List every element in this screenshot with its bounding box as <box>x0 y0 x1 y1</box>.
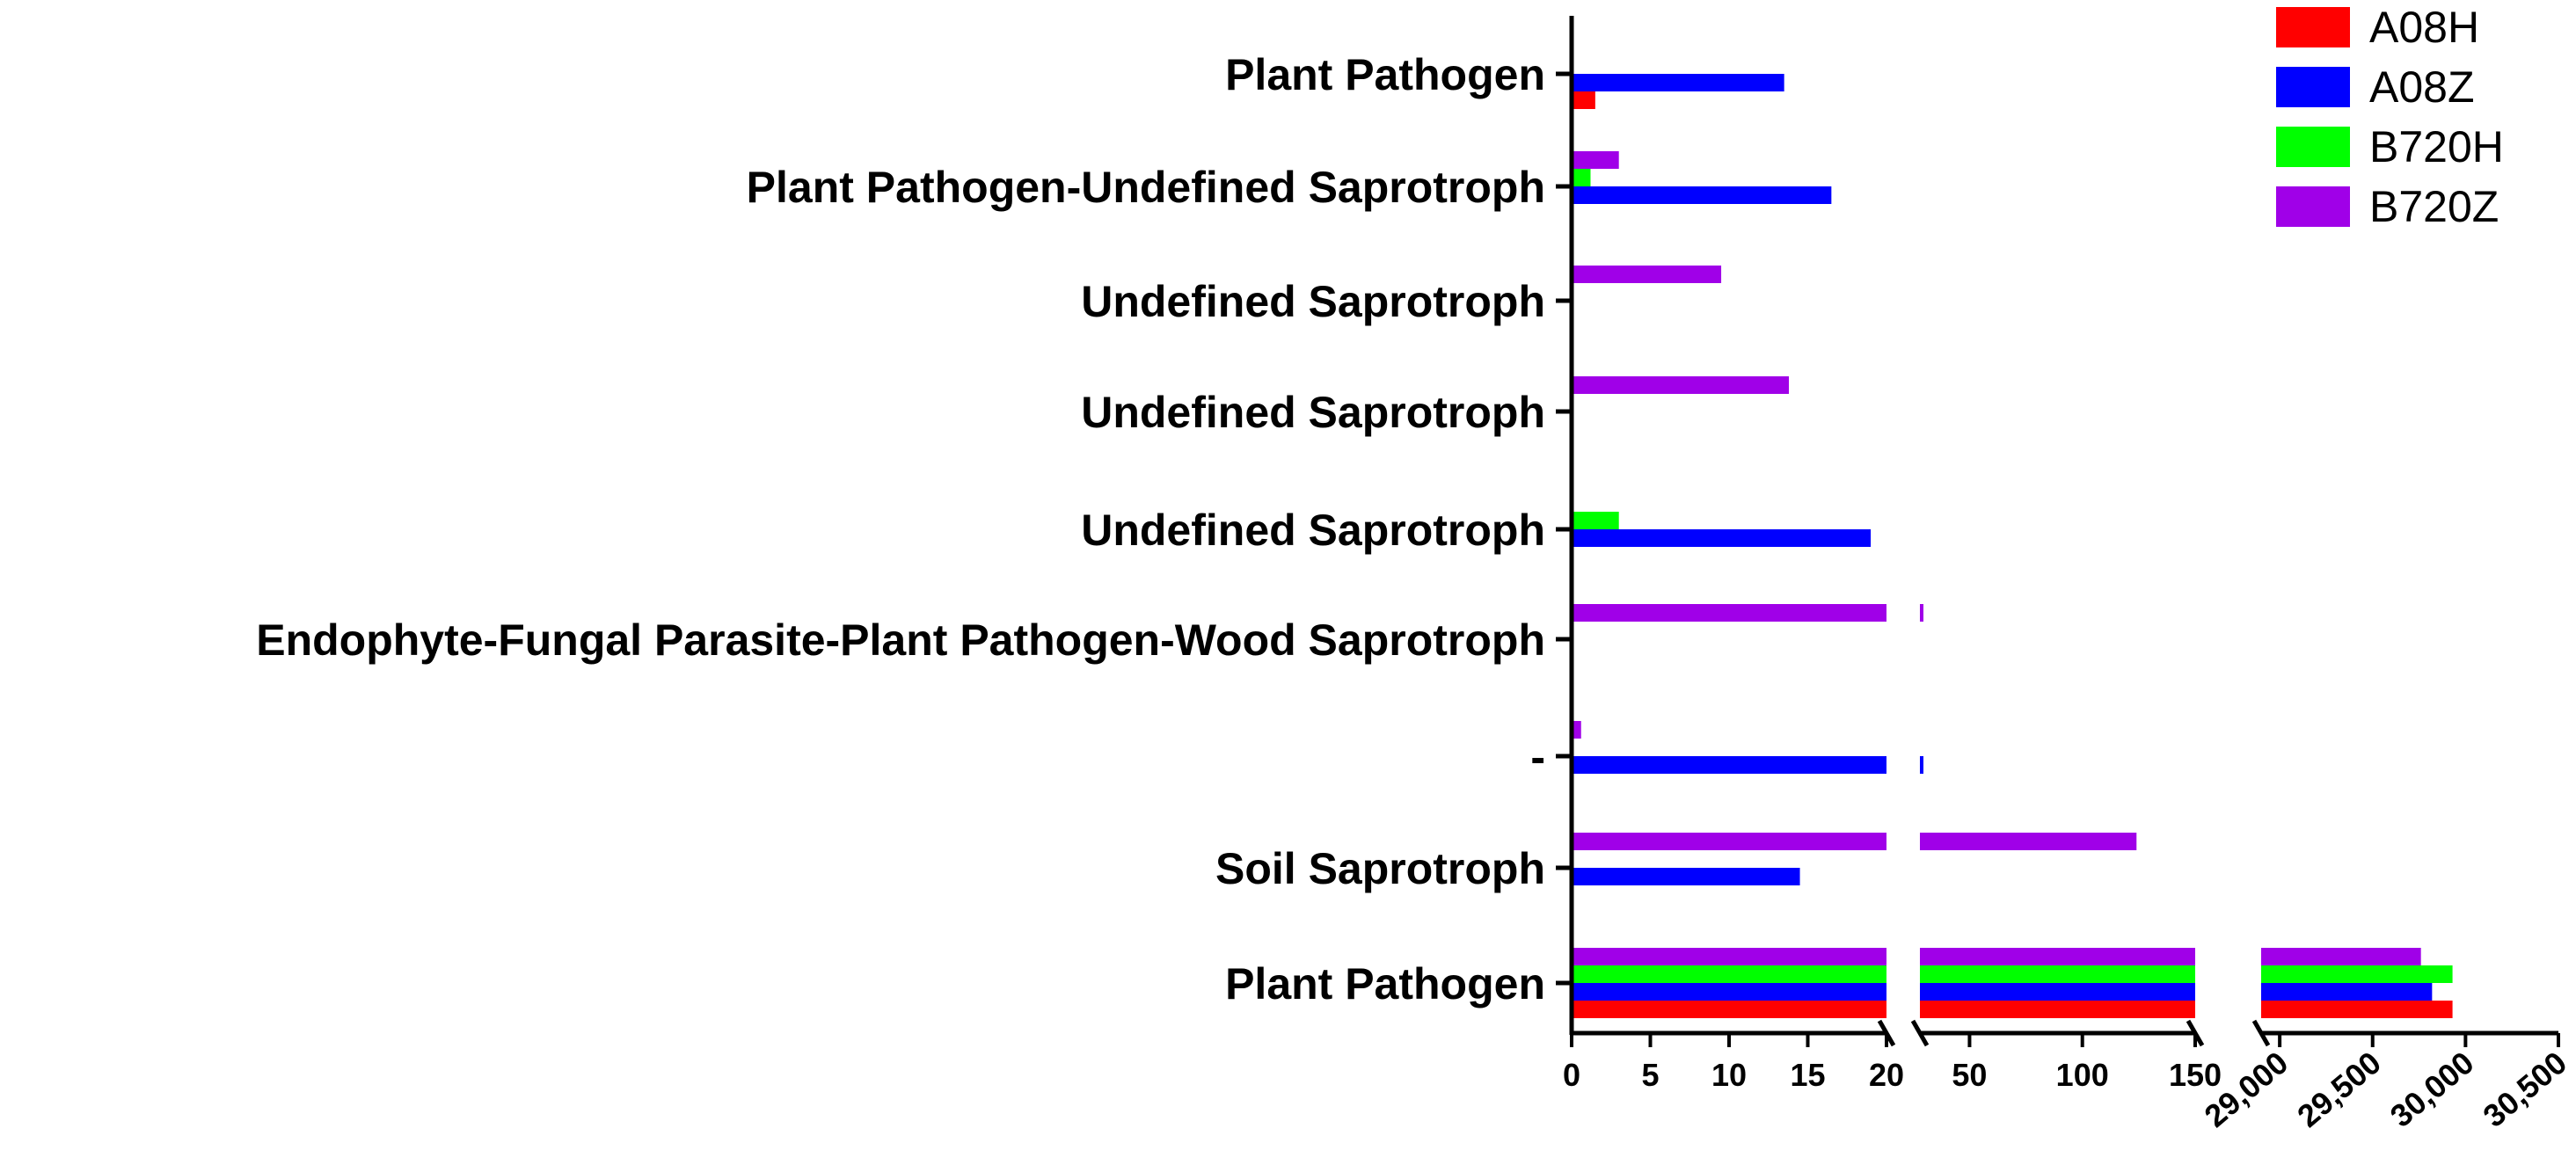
bar-a08z-0-part2 <box>2261 983 2433 1001</box>
category-label-0: Plant Pathogen <box>1225 959 1545 1008</box>
legend-swatch-a08z <box>2276 67 2350 107</box>
category-label-8: Plant Pathogen <box>1225 50 1545 99</box>
bar-a08h-0-part0 <box>1572 1001 1886 1018</box>
legend-swatch-b720z <box>2276 186 2350 227</box>
x-tick-label-1-2: 150 <box>2169 1057 2222 1093</box>
bar-a08z-4 <box>1572 529 1872 547</box>
x-tick-label-0-1: 5 <box>1641 1057 1659 1093</box>
bar-a08z-8 <box>1572 74 1784 91</box>
legend-label-b720h: B720H <box>2369 122 2504 171</box>
bar-a08z-2-part1 <box>1920 756 1923 774</box>
bar-b720z-1-part1 <box>1920 833 2137 850</box>
bar-b720z-3-part0 <box>1572 604 1886 622</box>
bar-b720z-0-part1 <box>1920 948 2195 965</box>
bar-a08h-0-part1 <box>1920 1001 2195 1018</box>
bar-a08z-2-part0 <box>1572 756 1886 774</box>
legend-swatch-b720h <box>2276 127 2350 167</box>
bar-b720h-4 <box>1572 512 1619 529</box>
axes-layer <box>1556 16 2560 1047</box>
bar-a08h-8 <box>1572 91 1595 109</box>
category-label-1: Soil Saprotroph <box>1215 844 1545 893</box>
category-label-7: Plant Pathogen-Undefined Saprotroph <box>747 163 1545 212</box>
x-tick-label-2-3: 30,500 <box>2476 1045 2573 1134</box>
bar-b720z-5 <box>1572 376 1790 394</box>
legend-label-a08z: A08Z <box>2369 62 2475 112</box>
category-label-6: Undefined Saprotroph <box>1081 277 1545 326</box>
category-label-5: Undefined Saprotroph <box>1081 388 1545 437</box>
category-label-4: Undefined Saprotroph <box>1081 506 1545 555</box>
x-tick-label-1-0: 50 <box>1952 1057 1987 1093</box>
bar-a08z-1 <box>1572 868 1800 885</box>
x-tick-label-0-0: 0 <box>1563 1057 1580 1093</box>
bar-b720h-0-part0 <box>1572 965 1886 983</box>
labels-layer: Plant Pathogen Soil Saprotroph - Endophyte-… <box>256 50 2573 1134</box>
legend-swatch-a08h <box>2276 7 2350 47</box>
bar-b720z-1-part0 <box>1572 833 1886 850</box>
bar-b720z-2 <box>1572 721 1581 739</box>
legend: A08H A08Z B720H B720Z <box>2276 3 2504 231</box>
category-label-3: Endophyte-Fungal Parasite-Plant Pathogen… <box>256 615 1545 665</box>
bar-b720z-0-part0 <box>1572 948 1886 965</box>
category-label-2: - <box>1530 732 1545 782</box>
bar-b720z-3-part1 <box>1920 604 1923 622</box>
legend-label-b720z: B720Z <box>2369 182 2499 231</box>
x-tick-label-0-4: 20 <box>1869 1057 1904 1093</box>
legend-label-a08h: A08H <box>2369 3 2479 52</box>
bar-a08z-0-part0 <box>1572 983 1886 1001</box>
bar-b720h-7 <box>1572 169 1591 186</box>
axis-break-mark-3 <box>2251 1019 2271 1047</box>
bars-layer <box>1572 74 2453 1018</box>
bar-b720h-0-part1 <box>1920 965 2195 983</box>
bar-b720h-0-part2 <box>2261 965 2453 983</box>
x-tick-label-0-3: 15 <box>1790 1057 1825 1093</box>
bar-b720z-0-part2 <box>2261 948 2421 965</box>
x-tick-label-0-2: 10 <box>1711 1057 1747 1093</box>
bar-b720z-6 <box>1572 266 1722 283</box>
x-tick-label-2-2: 30,000 <box>2383 1045 2481 1134</box>
x-tick-label-1-1: 100 <box>2056 1057 2109 1093</box>
bar-a08z-0-part1 <box>1920 983 2195 1001</box>
bar-a08h-0-part2 <box>2261 1001 2453 1018</box>
bar-b720z-7 <box>1572 151 1619 169</box>
axis-break-mark-1 <box>1910 1019 1930 1047</box>
bar-a08z-7 <box>1572 186 1832 204</box>
x-tick-label-2-1: 29,500 <box>2290 1045 2388 1134</box>
